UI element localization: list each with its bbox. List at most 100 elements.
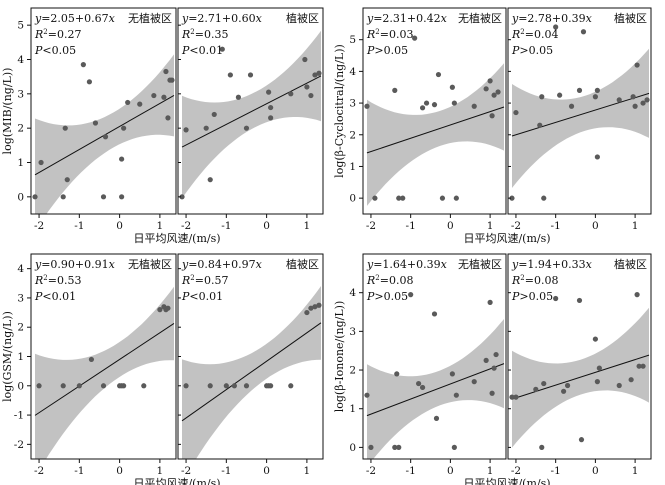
cyclocitral-y-tick-label: 3 xyxy=(349,98,356,110)
mib-panel-unvegetated-data-point xyxy=(119,156,125,162)
mib-panel-vegetated-regression-line xyxy=(181,75,322,148)
mib-panel-vegetated-data-point xyxy=(247,72,254,78)
gsm-panel-unvegetated-r-squared: R2=0.53 xyxy=(34,274,81,287)
cyclocitral-panel-vegetated-r-squared-part: =0.04 xyxy=(525,28,559,41)
cyclocitral-panel-vegetated-x-tick-label: 0 xyxy=(592,220,599,232)
ionone-panel-vegetated-data-point xyxy=(561,388,567,394)
cyclocitral-panel-vegetated-frame xyxy=(507,7,652,215)
cyclocitral-panel-vegetated-data-point xyxy=(634,62,640,68)
gsm-panel-unvegetated-zone-label: 无植被区 xyxy=(128,257,172,271)
mib-panel-vegetated-data-point xyxy=(243,125,250,131)
mib-panel-unvegetated-equation-part: y xyxy=(34,12,42,25)
mib-y-tick-label: 5 xyxy=(17,20,24,32)
cyclocitral-y-tick-label: 5 xyxy=(349,34,356,46)
cyclocitral-panel-vegetated-data-point xyxy=(640,100,646,106)
ionone-panel-unvegetated-data-point xyxy=(396,444,402,450)
gsm-panel-vegetated-data-point xyxy=(243,383,250,389)
mib-panel-unvegetated-r-squared-part: =0.27 xyxy=(48,28,82,41)
gsm-panel-unvegetated-p-value-part: <0.01 xyxy=(42,290,76,303)
gsm-y-tick-label: 1 xyxy=(17,351,24,363)
gsm-x-axis-label: 日平均风速/(m/s) xyxy=(133,477,220,485)
mib-panel-vegetated-confidence-band xyxy=(182,30,321,199)
ionone-panel-vegetated-regression-line xyxy=(511,354,650,400)
mib-panel-vegetated-x-tick-label: -2 xyxy=(181,220,191,232)
mib-panel-vegetated-data-point xyxy=(211,111,217,118)
cyclocitral-panel-vegetated-data-point xyxy=(557,92,563,98)
gsm-panel-vegetated-data-point xyxy=(223,383,229,389)
mib-panel-unvegetated-data-point xyxy=(92,120,99,126)
mib-panel-vegetated-data-point xyxy=(219,46,225,52)
cyclocitral-panel-unvegetated-x-tick-label: 0 xyxy=(447,220,454,232)
ionone-panel-unvegetated-data-point xyxy=(487,299,493,305)
mib-panel-vegetated-x-tick-label: 0 xyxy=(263,220,270,232)
gsm-y-tick-label: 2 xyxy=(17,322,24,334)
cyclocitral-panel-vegetated-equation-part: x xyxy=(586,12,593,25)
gsm-panel-unvegetated-r-squared-part: =0.53 xyxy=(48,274,82,287)
mib-y-tick-label: 3 xyxy=(17,88,24,100)
ionone-panel-vegetated-data-point xyxy=(564,382,571,389)
gsm-panel-unvegetated-equation-part: x xyxy=(109,258,116,271)
mib-panel-vegetated-p-value-part: <0.01 xyxy=(189,44,223,57)
ionone-panel-unvegetated-confidence-band xyxy=(367,319,504,459)
gsm-y-tick-label: -1 xyxy=(14,410,24,422)
ionone-panel-unvegetated-data-point xyxy=(419,384,426,391)
mib-panel-unvegetated-data-point xyxy=(121,125,127,131)
gsm-panel-vegetated-p-value-part: P xyxy=(181,290,190,303)
mib-panel-unvegetated-data-point xyxy=(38,159,44,166)
cyclocitral-panel-unvegetated-r-squared-part: 2 xyxy=(375,28,379,36)
gsm-panel-vegetated-confidence-band xyxy=(182,286,321,459)
cyclocitral-panel-vegetated-data-point xyxy=(632,103,638,109)
cyclocitral-panel-unvegetated-frame xyxy=(362,7,507,215)
mib-panel-unvegetated-p-value: P<0.05 xyxy=(34,44,76,57)
gsm-panel-unvegetated-r-squared-part: R xyxy=(34,274,43,287)
gsm-panel-unvegetated-confidence-band xyxy=(35,286,174,459)
mib-panel-unvegetated-x-tick-label: 0 xyxy=(116,220,123,232)
ionone-panel-unvegetated-equation-part: =1.64+0.39 xyxy=(373,258,440,271)
cyclocitral-panel-unvegetated-zone-label: 无植被区 xyxy=(458,11,502,25)
mib-panel-vegetated-frame xyxy=(177,7,324,215)
gsm-panel-unvegetated-x-tick-label: 1 xyxy=(157,465,164,477)
ionone-panel-unvegetated-data-point xyxy=(483,357,489,363)
ionone-panel-unvegetated-regression-line xyxy=(366,363,505,417)
ionone-panel-vegetated-equation-part: x xyxy=(586,258,593,271)
cyclocitral-panel-unvegetated-p-value: P>0.05 xyxy=(366,44,408,57)
gsm-panel-unvegetated-data-point xyxy=(157,307,163,313)
ionone-y-tick-label: 1 xyxy=(349,403,356,415)
mib-panel-unvegetated-data-point xyxy=(100,194,107,200)
cyclocitral-panel-vegetated-data-point xyxy=(616,97,622,103)
mib-panel-vegetated-equation: y=2.71+0.60x xyxy=(181,12,263,25)
cyclocitral-panel-unvegetated-data-point xyxy=(471,103,477,109)
gsm-panel-vegetated-regression-line xyxy=(181,322,322,422)
gsm-panel-vegetated-r-squared-part: 2 xyxy=(190,274,194,282)
ionone-panel-vegetated-r-squared-part: R xyxy=(511,274,520,287)
mib-panel-unvegetated-p-value-part: <0.05 xyxy=(42,44,76,57)
mib-y-tick-label: 2 xyxy=(17,123,24,135)
mib-panel-vegetated-equation-part: y xyxy=(181,12,189,25)
ionone-panel-vegetated-data-point xyxy=(533,386,539,392)
ionone-panel-vegetated-data-point xyxy=(636,363,642,369)
ionone-panel-unvegetated-zone-label: 无植被区 xyxy=(458,257,502,271)
mib-panel-vegetated-data-point xyxy=(207,177,213,183)
cyclocitral-panel-vegetated-data-point xyxy=(537,122,543,128)
gsm-panel-vegetated-data-point xyxy=(268,383,274,389)
cyclocitral-y-axis-label: log(β-Cyclocitral/(ng/L)) xyxy=(333,44,346,178)
cyclocitral-panel-unvegetated-data-point xyxy=(451,100,457,106)
mib-panel-vegetated-data-point xyxy=(268,104,274,111)
cyclocitral-panel-vegetated-r-squared: R2=0.04 xyxy=(511,28,558,41)
mib-panel-vegetated-data-point xyxy=(203,125,209,131)
gsm-panel-vegetated-data-point xyxy=(308,305,314,311)
mib-panel-vegetated-p-value-part: P xyxy=(181,44,190,57)
gsm-panel-vegetated-p-value: P<0.01 xyxy=(181,290,223,303)
mib-panel-unvegetated-data-point xyxy=(80,62,86,68)
ionone-panel-vegetated-equation-part: y xyxy=(511,258,519,271)
gsm-panel-unvegetated-p-value: P<0.01 xyxy=(34,290,76,303)
gsm-panel-vegetated-zone-label: 植被区 xyxy=(286,257,319,271)
gsm-panel-vegetated-data-point xyxy=(183,383,189,389)
ionone-panel-vegetated-data-point xyxy=(553,295,559,302)
cyclocitral-panel-vegetated-data-point xyxy=(644,97,650,103)
cyclocitral-panel-vegetated-data-point xyxy=(594,87,600,93)
gsm-panel-vegetated-equation-part: =0.84+0.97 xyxy=(188,258,255,271)
ionone-panel-unvegetated-data-point xyxy=(416,380,422,387)
cyclocitral-panel-vegetated-equation: y=2.78+0.39x xyxy=(511,12,593,25)
